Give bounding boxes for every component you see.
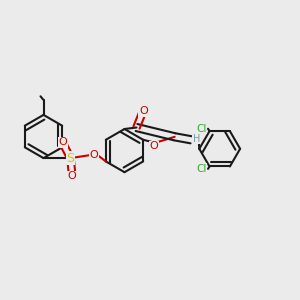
Text: O: O [68, 171, 76, 181]
Text: S: S [67, 152, 74, 165]
Text: O: O [89, 150, 98, 160]
Text: Cl: Cl [196, 164, 206, 174]
Text: Cl: Cl [196, 124, 206, 134]
Text: O: O [58, 137, 68, 147]
Text: O: O [149, 141, 158, 152]
Text: H: H [193, 134, 200, 144]
Text: O: O [139, 106, 148, 116]
